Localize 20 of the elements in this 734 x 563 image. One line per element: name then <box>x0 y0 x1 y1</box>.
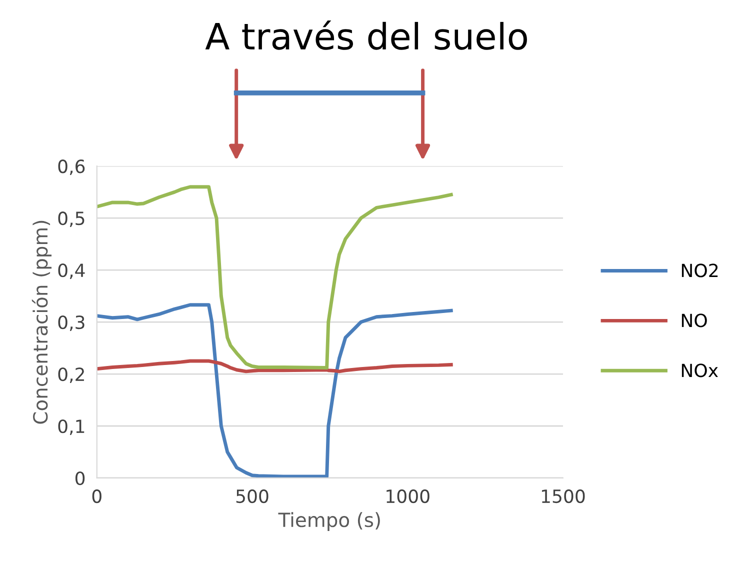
legend-label: NOx <box>682 364 718 378</box>
y-tick-label: 0,4 <box>58 264 85 280</box>
y-tick-label: 0,5 <box>58 212 84 228</box>
legend-label: NO2 <box>682 264 718 278</box>
x-tick-label: 1500 <box>542 489 585 504</box>
legend-label: NO <box>682 314 707 328</box>
y-axis-title: Concentración (ppm) <box>32 220 52 424</box>
line-series <box>96 185 453 370</box>
y-tick-label: 0,6 <box>58 160 85 176</box>
x-tick-label: 0 <box>92 489 102 504</box>
y-tick-label: 0,2 <box>58 367 84 383</box>
x-tick-label: 1000 <box>386 489 430 504</box>
y-tick-label: 0 <box>75 471 85 486</box>
chart-title: A través del suelo <box>205 20 527 50</box>
x-tick-label: 500 <box>236 489 268 504</box>
y-tick-label: 0,1 <box>58 419 84 435</box>
line-series <box>96 359 453 374</box>
y-tick-label: 0,3 <box>58 315 84 331</box>
line-series <box>96 303 453 478</box>
x-axis-title: Tiempo (s) <box>278 512 380 531</box>
